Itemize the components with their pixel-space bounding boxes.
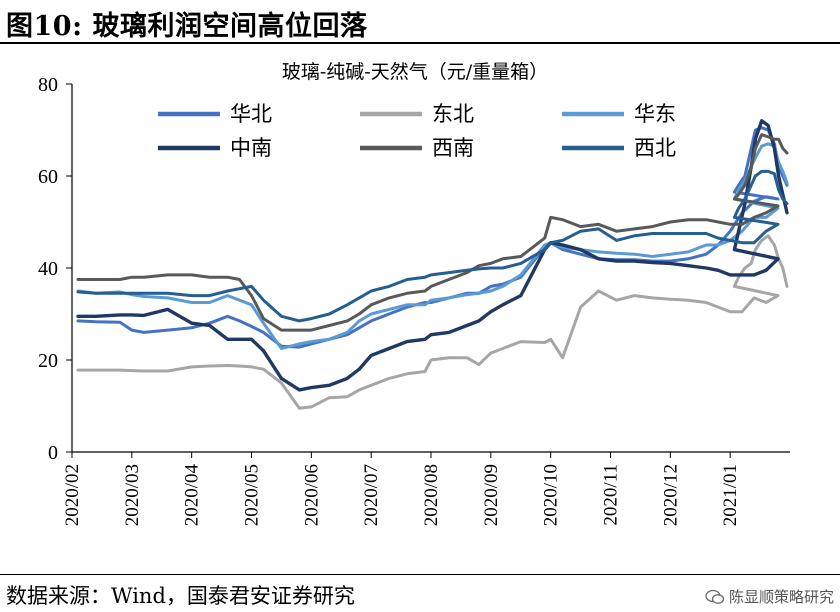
- source-note: 数据来源：Wind，国泰君安证券研究: [6, 580, 355, 610]
- series-line-1: [78, 128, 787, 347]
- source-rule: [0, 574, 840, 575]
- x-tick-label: 2020/06: [301, 464, 322, 526]
- y-tick-label: 20: [38, 350, 58, 372]
- x-tick-label: 2020/07: [361, 464, 382, 526]
- watermark: 陈显顺策略研究: [705, 586, 834, 607]
- legend-label: 西南: [432, 136, 474, 160]
- x-tick-label: 2020/12: [660, 464, 681, 526]
- legend-label: 中南: [230, 136, 272, 160]
- y-tick-label: 0: [48, 442, 58, 464]
- series-line-4: [78, 121, 787, 390]
- y-tick-label: 60: [38, 166, 58, 188]
- line-chart: 玻璃-纯碱-天然气（元/重量箱） 0 20 40 60 80 2020/02 2020/03…: [0, 44, 840, 572]
- x-tick-label: 2020/05: [242, 464, 263, 526]
- watermark-text: 陈显顺策略研究: [729, 586, 834, 607]
- y-tick-label: 80: [38, 74, 58, 96]
- y-tick-label: 40: [38, 258, 58, 280]
- legend-label: 华北: [230, 102, 272, 126]
- series-lines: [78, 121, 787, 409]
- x-tick-label: 2020/11: [601, 464, 622, 526]
- x-tick-label: 2020/04: [182, 464, 203, 527]
- x-tick-label: 2020/08: [421, 464, 442, 526]
- legend-label: 华东: [634, 102, 676, 126]
- chart-title: 玻璃-纯碱-天然气（元/重量箱）: [282, 61, 548, 83]
- legend-label: 东北: [432, 102, 474, 126]
- x-tick-label: 2020/10: [541, 464, 562, 526]
- x-tick-label: 2021/01: [720, 464, 741, 526]
- series-line-2: [78, 236, 787, 408]
- wechat-icon: [705, 589, 725, 605]
- x-tick-label: 2020/02: [62, 464, 83, 526]
- figure-title: 图10: 玻璃利润空间高位回落: [6, 4, 367, 43]
- legend-label: 西北: [634, 136, 676, 160]
- x-tick-label: 2020/03: [122, 464, 143, 526]
- x-tick-label: 2020/09: [481, 464, 502, 526]
